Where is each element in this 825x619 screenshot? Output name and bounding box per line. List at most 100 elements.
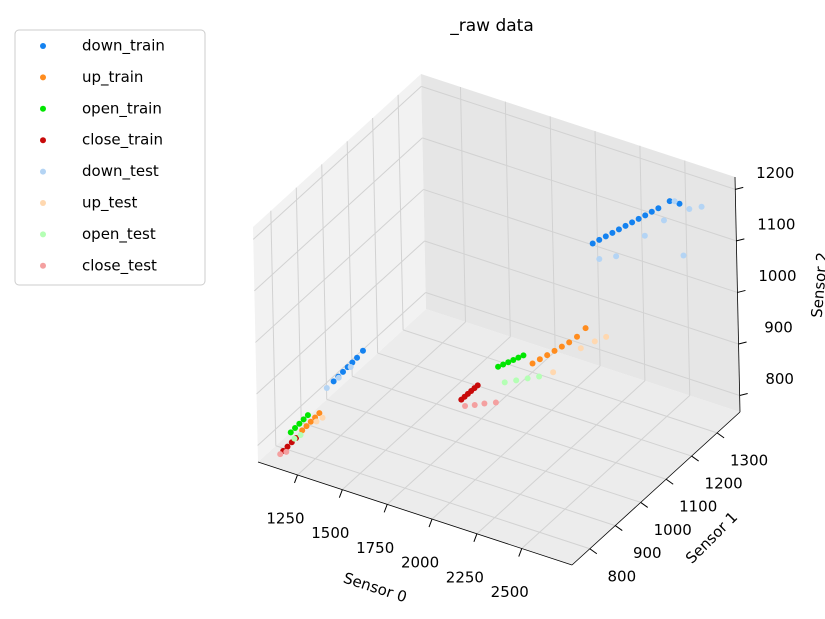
data-point	[510, 356, 517, 363]
data-point	[635, 215, 642, 222]
z-tick	[736, 238, 745, 242]
grid-line	[397, 94, 404, 330]
grid-line	[252, 85, 422, 240]
data-point	[313, 418, 320, 425]
data-point	[524, 375, 531, 382]
y-tick	[640, 502, 649, 508]
grid-line	[297, 321, 466, 476]
data-point	[515, 354, 522, 361]
data-point	[297, 431, 304, 438]
grid-line	[295, 187, 302, 423]
data-point	[574, 333, 581, 340]
grid-line	[422, 137, 737, 242]
axis-line	[571, 411, 741, 566]
data-point	[660, 217, 667, 224]
data-point	[603, 333, 610, 340]
y-tick	[691, 455, 699, 462]
data-point	[551, 347, 558, 354]
legend-marker	[40, 168, 46, 175]
data-point	[591, 338, 598, 345]
z-tick-label: 1100	[757, 215, 795, 233]
data-point	[330, 378, 337, 385]
y-tick-label: 1000	[654, 521, 692, 539]
y-tick-label: 1200	[705, 475, 743, 493]
y-tick	[716, 432, 725, 439]
grid-line	[301, 422, 616, 527]
chart-title: _raw data	[449, 16, 534, 36]
y-tick	[665, 478, 674, 485]
axis-line	[734, 176, 741, 413]
data-point	[676, 200, 683, 207]
data-point	[648, 208, 655, 215]
data-point	[536, 356, 543, 363]
grid-line	[352, 375, 667, 480]
legend-marker	[40, 231, 46, 238]
y-tick-label: 1100	[679, 498, 717, 516]
grid-line	[549, 116, 556, 352]
legend-label: up_test	[82, 194, 137, 213]
data-point	[292, 425, 299, 432]
grid-line	[341, 336, 511, 491]
data-point	[615, 226, 622, 233]
x-tick	[383, 504, 388, 513]
legend-label: up_train	[82, 68, 143, 87]
data-point	[622, 222, 629, 229]
grid-line	[256, 240, 425, 395]
x-tick-label: 2000	[401, 554, 439, 572]
data-point	[642, 212, 649, 219]
data-point	[589, 240, 596, 247]
data-point	[666, 198, 673, 205]
grid-line	[521, 395, 691, 549]
y-tick-label: 800	[607, 567, 636, 585]
data-point	[300, 416, 307, 423]
grid-line	[372, 118, 379, 354]
z-tick	[737, 289, 746, 293]
grid-line	[425, 292, 740, 396]
z-tick-label: 900	[764, 318, 793, 336]
x-tick-label: 1750	[356, 539, 394, 557]
x-tick-label: 1500	[311, 524, 349, 542]
data-point	[296, 420, 303, 427]
x-axis-label: Sensor 0	[341, 569, 409, 606]
legend-marker	[40, 200, 46, 206]
grid-line	[476, 380, 646, 535]
legend-marker	[40, 105, 46, 112]
z-tick	[738, 341, 747, 345]
axis-line	[257, 461, 573, 566]
z-axis-label: Sensor 2	[808, 251, 825, 318]
grid-line	[424, 240, 739, 345]
data-point	[655, 205, 662, 212]
data-point	[349, 359, 356, 366]
data-point	[303, 423, 310, 430]
x-tick	[338, 489, 343, 498]
grid-line	[346, 141, 353, 377]
back-pane	[421, 74, 740, 412]
grid-line	[402, 329, 718, 434]
floor-pane	[258, 309, 740, 565]
data-point	[481, 400, 488, 407]
data-point	[299, 427, 306, 434]
legend-label: open_test	[82, 225, 156, 244]
x-tick-label: 2250	[446, 568, 484, 586]
grid-line	[639, 145, 646, 381]
y-tick	[589, 548, 598, 555]
data-point	[629, 219, 636, 226]
x-tick	[473, 533, 478, 542]
data-point	[284, 443, 291, 450]
z-tick-label: 1200	[756, 164, 794, 182]
grid-line	[275, 445, 590, 550]
data-point	[359, 347, 366, 354]
grid-line	[321, 164, 328, 400]
x-tick	[518, 548, 523, 557]
grid-line	[421, 85, 736, 190]
z-tick-label: 1000	[758, 267, 796, 285]
z-tick	[735, 186, 744, 190]
data-point	[277, 451, 284, 458]
data-point	[283, 448, 290, 455]
data-point	[558, 343, 565, 350]
data-point	[339, 368, 346, 375]
data-point	[492, 399, 499, 406]
data-point	[462, 402, 469, 409]
